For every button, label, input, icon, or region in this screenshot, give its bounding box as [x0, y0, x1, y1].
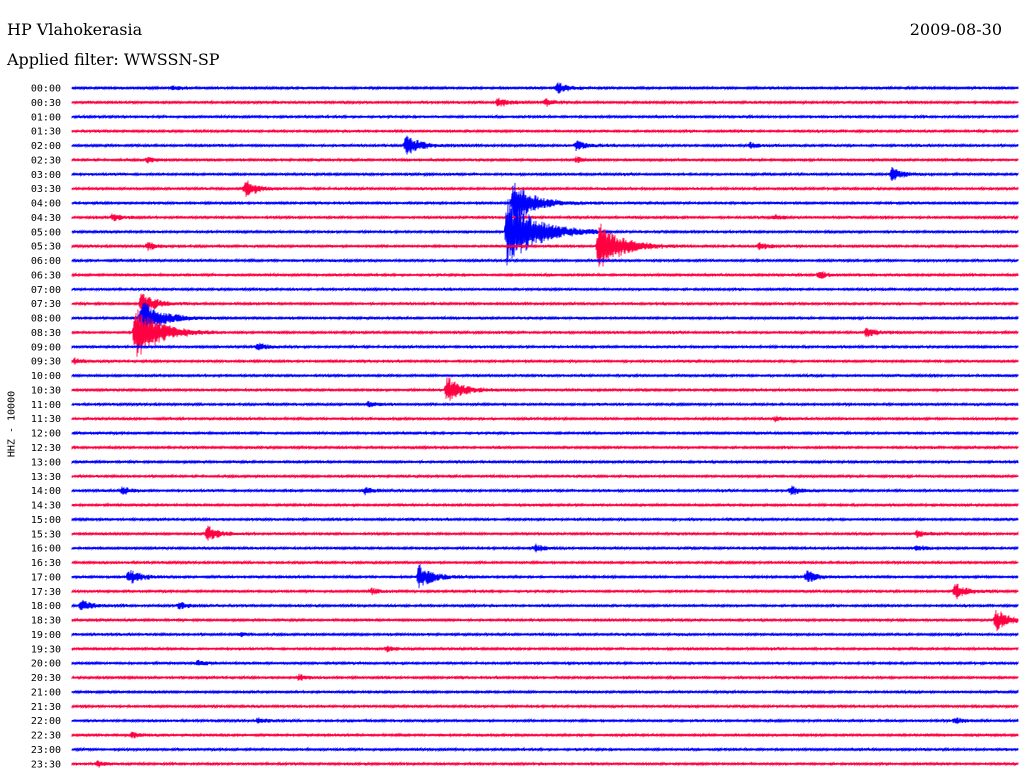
tick-label-0730: 07:30	[31, 299, 61, 310]
tick-label-0230: 02:30	[31, 155, 61, 166]
tick-label-0400: 04:00	[31, 199, 61, 210]
tick-label-0830: 08:30	[31, 328, 61, 339]
tick-label-1230: 12:30	[31, 443, 61, 454]
tick-label-2100: 21:00	[31, 687, 61, 698]
tick-label-1700: 17:00	[31, 572, 61, 583]
tick-label-1030: 10:30	[31, 385, 61, 396]
tick-label-2200: 22:00	[31, 716, 61, 727]
tick-label-2030: 20:30	[31, 673, 61, 684]
tick-label-1900: 19:00	[31, 630, 61, 641]
tick-label-1600: 16:00	[31, 544, 61, 555]
tick-label-1630: 16:30	[31, 558, 61, 569]
filter-label: Applied filter: WWSSN-SP	[7, 50, 220, 69]
tick-label-1500: 15:00	[31, 515, 61, 526]
tick-label-2000: 20:00	[31, 659, 61, 670]
tick-label-1730: 17:30	[31, 587, 61, 598]
tick-label-1000: 10:00	[31, 371, 61, 382]
tick-label-0900: 09:00	[31, 342, 61, 353]
tick-label-0930: 09:30	[31, 357, 61, 368]
tick-label-0500: 05:00	[31, 227, 61, 238]
tick-label-1830: 18:30	[31, 616, 61, 627]
tick-label-0700: 07:00	[31, 285, 61, 296]
tick-label-0030: 00:30	[31, 98, 61, 109]
trace-1030	[71, 377, 1019, 401]
tick-label-0130: 01:30	[31, 127, 61, 138]
tick-label-0200: 02:00	[31, 141, 61, 152]
tick-label-0530: 05:30	[31, 242, 61, 253]
date-label: 2009-08-30	[909, 20, 1002, 39]
tick-label-1400: 14:00	[31, 486, 61, 497]
station-title: HP Vlahokerasia	[7, 20, 143, 39]
tick-label-0000: 00:00	[31, 84, 61, 95]
tick-label-1200: 12:00	[31, 429, 61, 440]
tick-label-2130: 21:30	[31, 702, 61, 713]
tick-label-0430: 04:30	[31, 213, 61, 224]
tick-label-1800: 18:00	[31, 601, 61, 612]
tick-label-1930: 19:30	[31, 644, 61, 655]
tick-label-2330: 23:30	[31, 759, 61, 770]
tick-label-0800: 08:00	[31, 314, 61, 325]
tick-label-1130: 11:30	[31, 414, 61, 425]
tick-label-0600: 06:00	[31, 256, 61, 267]
tick-label-1530: 15:30	[31, 529, 61, 540]
tick-label-2230: 22:30	[31, 731, 61, 742]
tick-label-0100: 01:00	[31, 112, 61, 123]
tick-label-0630: 06:30	[31, 270, 61, 281]
tick-label-1100: 11:00	[31, 400, 61, 411]
tick-label-1330: 13:30	[31, 472, 61, 483]
tick-label-1430: 14:30	[31, 501, 61, 512]
tick-label-0330: 03:30	[31, 184, 61, 195]
tick-label-0300: 03:00	[31, 170, 61, 181]
tick-label-2300: 23:00	[31, 745, 61, 756]
tick-label-1300: 13:00	[31, 457, 61, 468]
